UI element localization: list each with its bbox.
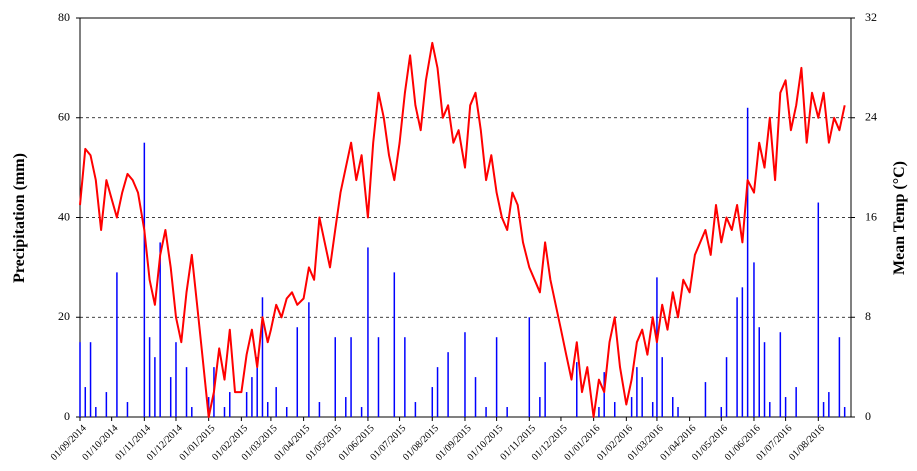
y2-tick-label: 0 <box>865 409 871 423</box>
precipitation-bar <box>822 402 825 417</box>
precipitation-bar <box>95 407 97 417</box>
y2-tick-label: 32 <box>865 10 877 24</box>
precipitation-bar <box>296 327 299 417</box>
precipitation-bar <box>345 397 347 417</box>
precipitation-bar <box>630 397 633 417</box>
y2-tick-label: 8 <box>865 309 871 323</box>
precipitation-bar <box>148 337 151 417</box>
precipitation-bar <box>661 357 663 417</box>
precipitation-bar <box>159 242 161 417</box>
precipitation-bar <box>495 337 498 417</box>
precipitation-bar <box>603 372 605 417</box>
precipitation-bar <box>175 342 177 417</box>
precipitation-bar <box>89 342 92 417</box>
precipitation-bar <box>414 402 417 417</box>
precipitation-bar <box>576 362 578 417</box>
precipitation-bar <box>223 407 226 417</box>
precipitation-bar <box>245 392 248 417</box>
precipitation-bar <box>334 337 336 417</box>
precipitation-bar <box>753 262 755 417</box>
precipitation-bar <box>308 302 310 417</box>
precipitation-bar <box>474 377 477 417</box>
precipitation-bar <box>779 332 782 417</box>
precipitation-bar <box>266 402 269 417</box>
precipitation-bar <box>817 202 820 417</box>
precipitation-bar <box>143 142 146 417</box>
precipitation-bar <box>656 277 658 417</box>
precipitation-bar <box>404 337 406 417</box>
y-tick-label: 80 <box>58 10 70 24</box>
precipitation-bar <box>116 272 118 417</box>
precipitation-bar <box>720 407 723 417</box>
precipitation-bar <box>725 357 728 417</box>
precipitation-bar <box>285 407 288 417</box>
y2-tick-label: 16 <box>865 209 877 223</box>
precipitation-bar <box>828 392 830 417</box>
precipitation-bar <box>636 367 638 417</box>
precipitation-bar <box>79 342 81 417</box>
precipitation-bar <box>506 407 508 417</box>
y2-axis-title: Mean Temp (°C) <box>891 161 908 275</box>
precipitation-bar <box>485 407 487 417</box>
precipitation-bar <box>464 332 466 417</box>
precipitation-bar <box>229 392 231 417</box>
precipitation-bar <box>763 342 766 417</box>
precipitation-bar <box>360 407 363 417</box>
precipitation-bar <box>758 327 760 417</box>
precipitation-bar <box>539 397 541 417</box>
precipitation-bar <box>641 377 643 417</box>
precipitation-bar <box>275 387 277 417</box>
temperature-line <box>79 41 846 418</box>
precipitation-bar <box>318 402 321 417</box>
y-tick-label: 60 <box>58 110 70 124</box>
precipitation-bar <box>256 357 258 417</box>
precipitation-bar <box>105 392 108 417</box>
y2-tick-label: 24 <box>865 110 877 124</box>
precipitation-bar <box>677 407 679 417</box>
precipitation-bar <box>84 387 87 417</box>
y-axis-title: Precipitation (mm) <box>11 153 28 283</box>
precipitation-bar <box>544 362 546 417</box>
precipitation-bar <box>185 367 188 417</box>
precipitation-bar <box>447 352 449 417</box>
precipitation-bar <box>126 402 129 417</box>
precipitation-bar <box>169 377 172 417</box>
precipitation-bar <box>528 317 531 417</box>
precipitation-bar <box>741 287 744 417</box>
precipitation-bar <box>436 367 439 417</box>
precipitation-bar <box>191 407 193 417</box>
precipitation-bar <box>350 337 352 417</box>
precipitation-bar <box>431 387 434 417</box>
precipitation-bar <box>795 387 797 417</box>
precipitation-bar <box>251 377 253 417</box>
precipitation-bar <box>838 337 841 417</box>
precipitation-bar <box>736 297 738 417</box>
precipitation-bar <box>598 407 600 417</box>
precipitation-bar <box>377 337 380 417</box>
precipitation-bar <box>746 107 749 418</box>
precipitation-bar <box>261 297 264 417</box>
x-tick-label: 01/08/2016 <box>787 423 827 463</box>
precipitation-bar <box>784 397 787 417</box>
precipitation-bar <box>154 357 156 417</box>
precipitation-bar <box>769 402 771 417</box>
y-tick-label: 0 <box>64 409 70 423</box>
y-tick-label: 20 <box>58 309 70 323</box>
y-tick-label: 40 <box>58 209 70 223</box>
precipitation-bar <box>393 272 396 417</box>
precipitation-bar <box>651 402 654 417</box>
precipitation-bar <box>613 402 616 417</box>
precipitation-bar <box>672 397 674 417</box>
precipitation-bar <box>843 407 846 417</box>
precipitation-bar <box>704 382 707 417</box>
precipitation-bar <box>367 247 369 417</box>
